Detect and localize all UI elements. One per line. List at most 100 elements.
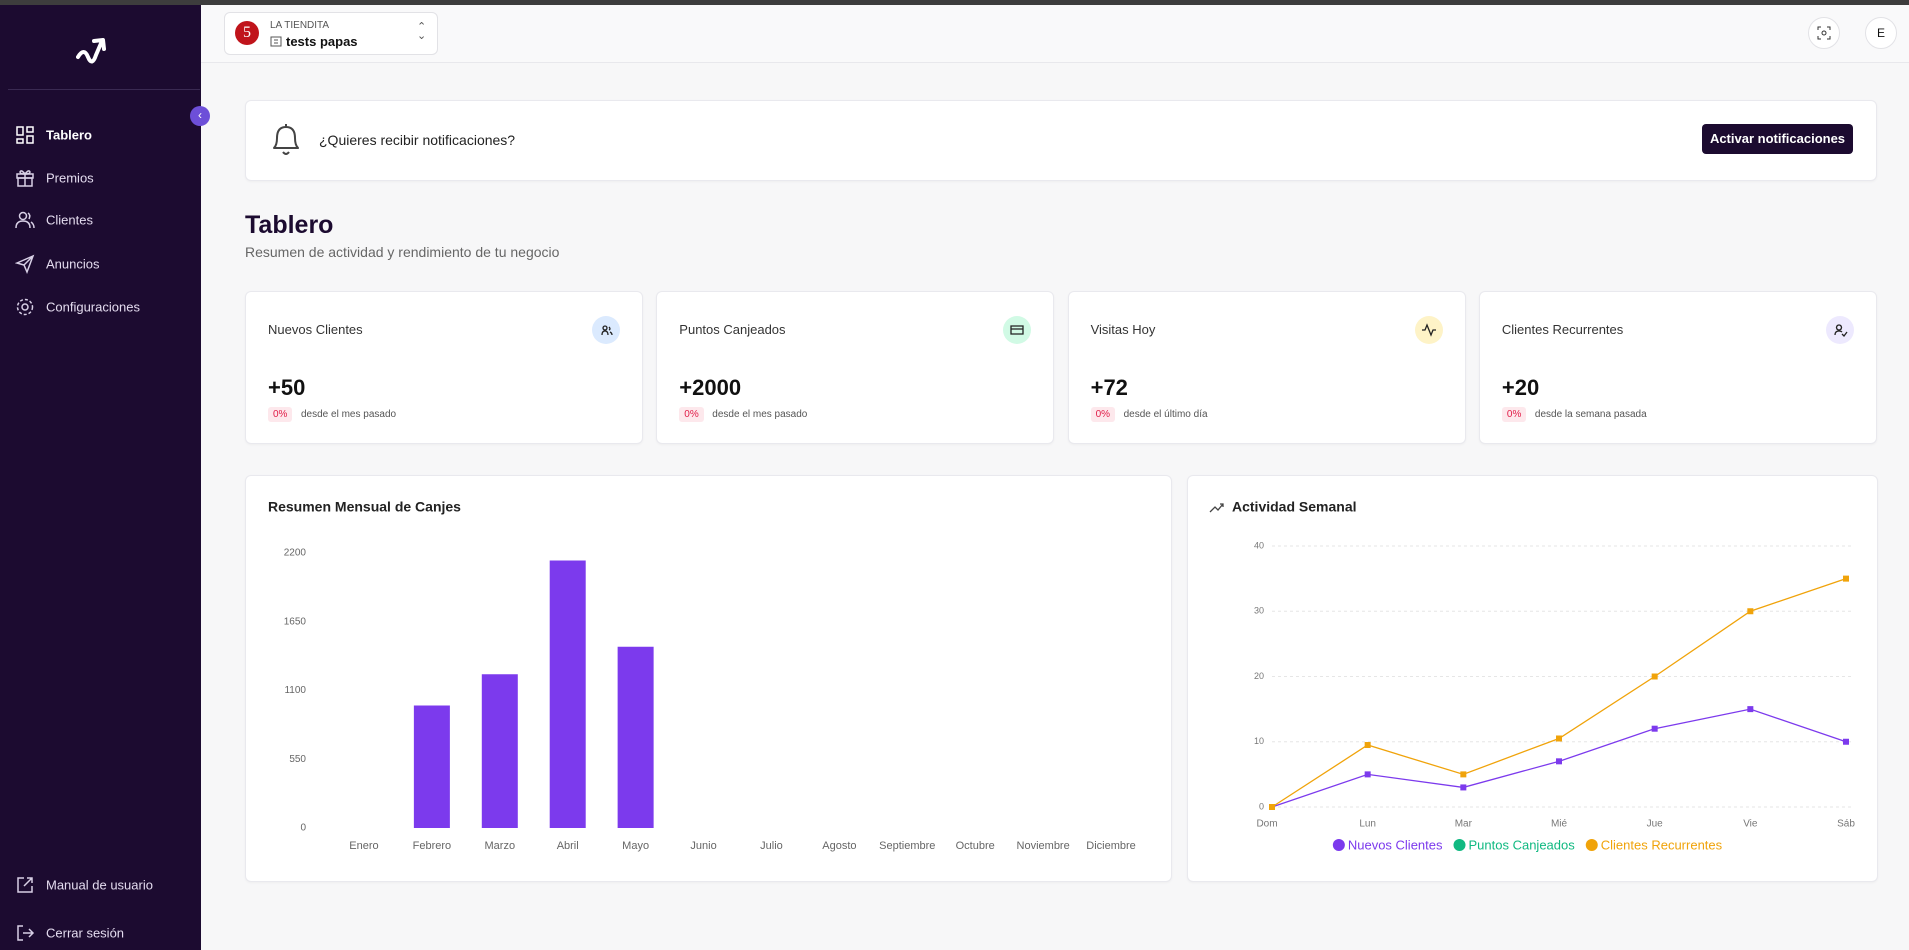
x-tick-label: Octubre xyxy=(956,840,995,852)
store-icon xyxy=(270,36,282,47)
legend-label: Clientes Recurrentes xyxy=(1601,837,1723,852)
chart-card: Resumen Mensual de Canjes 0 550 1100 1650 220… xyxy=(245,475,1172,882)
x-tick-label: Junio xyxy=(690,840,716,852)
stat-card: Nuevos Clientes +50 0% desde el mes pasado xyxy=(245,291,643,444)
avatar[interactable]: E xyxy=(1865,17,1897,49)
stat-change: 0% xyxy=(679,407,704,422)
x-tick-label: Noviembre xyxy=(1017,840,1070,852)
x-tick-label: Mié xyxy=(1551,819,1568,830)
y-tick-label: 2200 xyxy=(284,548,307,559)
bar xyxy=(481,674,518,828)
nav-icon xyxy=(15,211,35,229)
x-tick-label: Lun xyxy=(1359,819,1376,830)
stat-card: Puntos Canjeados +2000 0% desde el mes pasa… xyxy=(656,291,1055,444)
scan-icon xyxy=(1817,26,1831,40)
icon-shape xyxy=(601,325,613,336)
page-subtitle: Resumen de actividad y rendimiento de tu… xyxy=(245,244,560,260)
nav-item[interactable]: Configuraciones xyxy=(46,299,140,315)
chart-title: Actividad Semanal xyxy=(1232,499,1357,515)
icon xyxy=(1421,323,1436,337)
stat-value: +2000 xyxy=(679,375,742,400)
legend-marker xyxy=(1332,839,1345,851)
icon xyxy=(601,325,613,336)
store-name: LA TIENDITA xyxy=(270,20,330,31)
legend-label: Nuevos Clientes xyxy=(1348,837,1443,852)
nav-item[interactable]: Tablero xyxy=(46,127,92,143)
x-tick-label: Febrero xyxy=(413,840,452,852)
y-tick-label: 30 xyxy=(1254,606,1264,616)
nav-item[interactable]: Anuncios xyxy=(46,256,100,272)
stat-change: 0% xyxy=(268,407,293,422)
divider xyxy=(8,89,200,90)
sidebar: Tablero Premios Clientes Anuncios Config… xyxy=(0,5,201,950)
nav-item[interactable]: Cerrar sesión xyxy=(46,925,125,941)
stat-note: desde el último día xyxy=(1123,409,1208,420)
y-tick-label: 0 xyxy=(1259,801,1264,811)
y-tick-label: 1100 xyxy=(284,685,306,696)
chart-title: Resumen Mensual de Canjes xyxy=(268,499,461,515)
nav-icon xyxy=(15,254,35,274)
point xyxy=(1269,804,1275,810)
y-tick-label: 40 xyxy=(1254,540,1264,550)
bar xyxy=(413,705,450,828)
x-tick-label: Sáb xyxy=(1837,819,1855,830)
point xyxy=(1460,784,1467,791)
point xyxy=(1651,673,1658,680)
title-icon xyxy=(1209,503,1224,513)
point xyxy=(1364,742,1371,749)
stat-icon xyxy=(1414,316,1443,344)
bar xyxy=(617,646,654,828)
series-line xyxy=(1271,578,1847,808)
bar xyxy=(549,560,586,828)
legend-marker xyxy=(1453,839,1466,851)
notification-text: ¿Quieres recibir notificaciones? xyxy=(319,132,516,148)
chart: Resumen Mensual de Canjes 0 550 1100 1650 220… xyxy=(268,499,1136,852)
nav-icon xyxy=(16,126,34,144)
point xyxy=(1460,771,1467,778)
x-tick-label: Julio xyxy=(760,840,783,852)
icon xyxy=(1834,324,1848,337)
store-selector[interactable]: 5 LA TIENDITA tests papas ⌃ ⌄ xyxy=(224,12,438,55)
x-tick-label: Mar xyxy=(1455,819,1473,830)
nav-icon xyxy=(17,925,35,941)
point xyxy=(1556,758,1562,765)
point xyxy=(1747,608,1754,615)
activate-button[interactable]: Activar notificaciones xyxy=(1702,124,1853,154)
stat-note: desde la semana pasada xyxy=(1534,409,1647,420)
point xyxy=(1747,706,1754,713)
scan-button[interactable] xyxy=(1808,17,1840,49)
nav-item[interactable]: Clientes xyxy=(46,212,93,228)
nav-icon xyxy=(16,298,34,316)
stat-card: Visitas Hoy +72 0% desde el último día xyxy=(1067,291,1466,444)
stat-note: desde el mes pasado xyxy=(712,409,808,420)
nav-icon xyxy=(17,877,33,893)
x-tick-label: Septiembre xyxy=(879,840,935,852)
top-bar xyxy=(0,0,1909,5)
point xyxy=(1364,771,1371,778)
nav-item[interactable]: Premios xyxy=(46,170,94,186)
stat-icon xyxy=(1825,316,1854,344)
nav-item[interactable]: Manual de usuario xyxy=(46,877,153,893)
stat-card: Clientes Recurrentes +20 0% desde la semana… xyxy=(1478,291,1877,444)
legend-label: Puntos Canjeados xyxy=(1469,837,1576,852)
x-tick-label: Enero xyxy=(349,840,378,852)
point xyxy=(1843,575,1849,582)
y-tick-label: 550 xyxy=(289,754,306,765)
point xyxy=(1843,738,1849,745)
collapse-button[interactable]: ‹ xyxy=(190,106,210,126)
x-tick-label: Diciembre xyxy=(1086,840,1136,852)
stat-icon xyxy=(1003,316,1032,344)
notification-banner: ¿Quieres recibir notificaciones? Activar… xyxy=(245,100,1877,181)
page-title: Tablero xyxy=(245,211,334,239)
y-tick-label: 1650 xyxy=(284,616,307,627)
stat-icon xyxy=(592,316,620,344)
x-tick-label: Dom xyxy=(1256,819,1277,830)
stat-label: Clientes Recurrentes xyxy=(1501,322,1624,337)
y-tick-label: 0 xyxy=(300,823,306,834)
header: 5 LA TIENDITA tests papas ⌃ ⌄ E xyxy=(201,5,1909,63)
x-tick-label: Mayo xyxy=(622,840,649,852)
stat-value: +20 xyxy=(1501,375,1540,400)
icon xyxy=(1010,325,1024,335)
branch-name: tests papas xyxy=(286,34,358,49)
